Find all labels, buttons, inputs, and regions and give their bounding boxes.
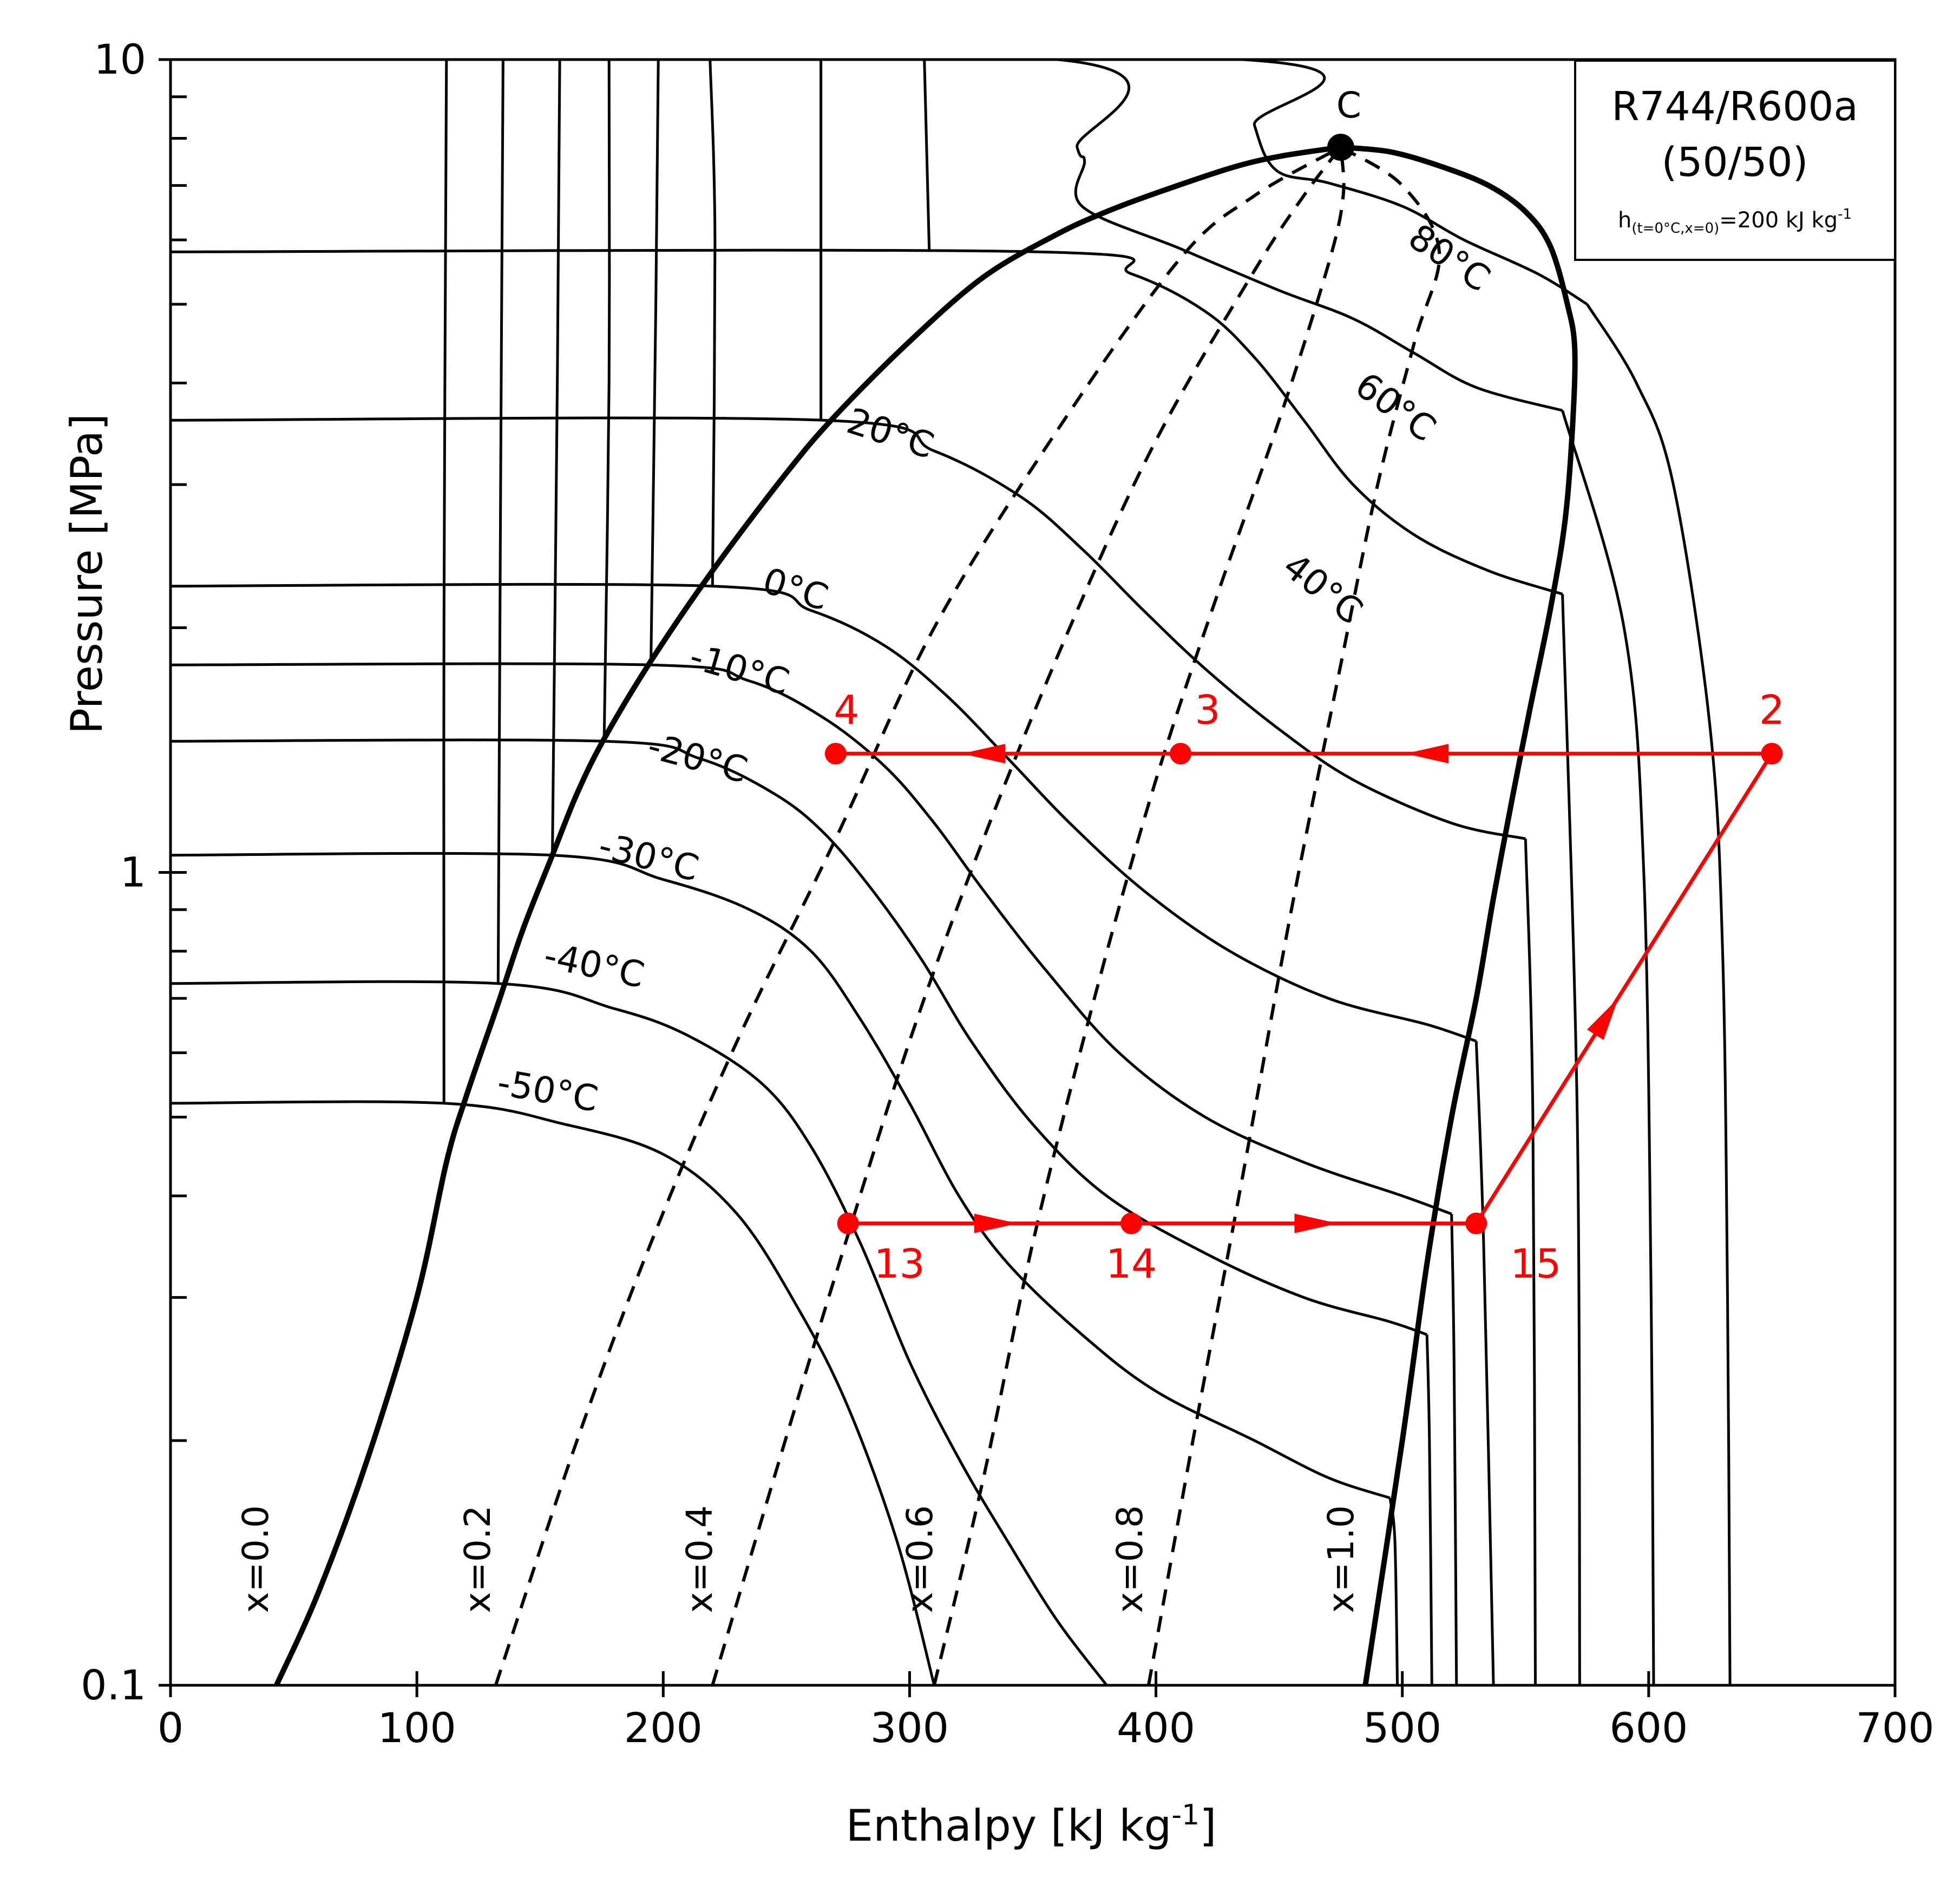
isotherm-label-20: 20°C xyxy=(842,400,939,467)
saturation-dome-group xyxy=(274,145,1578,1685)
bubble-line xyxy=(274,145,1341,1685)
isotherm-line-8 xyxy=(171,60,1563,412)
isotherm-label-minus10: -10°C xyxy=(685,636,794,704)
liquid-isotherm-0 xyxy=(442,60,448,1103)
legend-ref-sub: (t=0°C,x=0) xyxy=(1631,220,1719,237)
isotherm-label-minus20: -20°C xyxy=(644,725,752,791)
legend-ref-mid: =200 kJ kg xyxy=(1719,208,1838,233)
isotherm-line-0 xyxy=(171,1100,936,1685)
x-tick-label-300: 300 xyxy=(870,1704,949,1752)
y-tick-label-1: 1 xyxy=(120,848,146,897)
quality-labels: x=0.0 x=0.2 x=0.4 x=0.6 x=0.8 x=1.0 xyxy=(235,1505,1362,1613)
cycle-state-point-2 xyxy=(1761,743,1783,765)
critical-point-marker xyxy=(1327,134,1354,161)
cycle-compression-arrow xyxy=(1587,998,1618,1040)
legend-box: R744/R600a (50/50) h(t=0°C,x=0)=200 kJ k… xyxy=(1574,60,1896,261)
isotherm-line-6 xyxy=(171,416,1526,840)
cycle-state-label-15: 15 xyxy=(1510,1241,1561,1287)
legend-ref-base: h xyxy=(1618,208,1631,233)
isotherm-group xyxy=(171,60,1732,1685)
cycle-state-label-2: 2 xyxy=(1759,687,1785,734)
isotherm-label-minus30: -30°C xyxy=(594,825,703,889)
x-tick-label-200: 200 xyxy=(624,1704,703,1752)
cycle-state-label-3: 3 xyxy=(1195,687,1221,734)
quality-label-x04: x=0.4 xyxy=(679,1505,720,1613)
cycle-state-label-4: 4 xyxy=(834,687,859,734)
quality-label-x06: x=0.6 xyxy=(899,1505,941,1613)
x-tick-label-700: 700 xyxy=(1856,1704,1934,1752)
cycle-state-point-13 xyxy=(837,1212,859,1234)
x-tick-label-0: 0 xyxy=(158,1704,183,1752)
isotherm-line-5 xyxy=(171,583,1477,1043)
refrigeration-cycle-group: 2 3 4 13 14 15 xyxy=(824,687,1785,1287)
isotherm-label-80: 80°C xyxy=(1401,216,1497,300)
cycle-flow-arrow-1 xyxy=(1405,744,1449,764)
axes-group: 0 100 200 300 400 500 600 700 0.1 1 10 xyxy=(81,35,1934,1752)
critical-point-label: C xyxy=(1336,84,1361,126)
liquid-isotherm-1 xyxy=(496,60,504,984)
isotherm-line-7 xyxy=(171,248,1563,596)
isotherm-label-40: 40°C xyxy=(1275,545,1371,632)
cycle-flow-arrow-3 xyxy=(1294,1213,1338,1233)
cycle-compression-line xyxy=(1474,752,1774,1225)
isotherm-line-1 xyxy=(171,980,1108,1685)
cycle-state-label-14: 14 xyxy=(1106,1241,1157,1287)
liquid-isotherm-3 xyxy=(602,60,611,742)
x-axis-title-end: ] xyxy=(1199,1801,1216,1851)
isotherm-tail-3 xyxy=(1425,1334,1433,1685)
cycle-state-point-15 xyxy=(1465,1212,1487,1234)
isotherm-label-minus40: -40°C xyxy=(540,934,648,996)
isotherm-tail-5 xyxy=(1474,1041,1495,1685)
isotherm-label-60: 60°C xyxy=(1348,364,1444,450)
isotherm-tail-9 xyxy=(1585,303,1732,1685)
cycle-state-label-13: 13 xyxy=(874,1241,925,1287)
legend-reference: h(t=0°C,x=0)=200 kJ kg-1 xyxy=(1618,206,1852,237)
quality-label-x10: x=1.0 xyxy=(1320,1505,1362,1613)
cycle-flow-arrow-2 xyxy=(974,1213,1018,1233)
x-axis-title-text: Enthalpy [kJ kg xyxy=(846,1801,1172,1851)
isotherm-line-9 xyxy=(171,60,1588,306)
legend-ref-sup: -1 xyxy=(1838,206,1852,223)
isotherm-line-2 xyxy=(171,852,1391,1500)
liquid-isotherm-4 xyxy=(650,60,660,665)
y-tick-label-2: 10 xyxy=(94,35,146,83)
quality-line-3 xyxy=(1146,146,1441,1685)
legend-frame xyxy=(1574,60,1896,261)
isotherm-line-3 xyxy=(171,738,1428,1336)
quality-label-x0: x=0.0 xyxy=(235,1505,277,1613)
isotherm-tail-8 xyxy=(1561,410,1655,1685)
x-tick-label-400: 400 xyxy=(1117,1704,1195,1752)
plot-frame xyxy=(169,58,1897,1687)
y-axis-title: Pressure [MPa] xyxy=(62,414,112,734)
quality-label-x02: x=0.2 xyxy=(457,1505,499,1613)
isotherm-tail-7 xyxy=(1561,594,1581,1685)
isotherm-tail-4 xyxy=(1450,1214,1458,1685)
quality-line-1 xyxy=(711,146,1342,1685)
cycle-state-point-3 xyxy=(1170,743,1192,765)
liquid-isotherm-2 xyxy=(551,60,561,855)
isotherm-label-0: 0°C xyxy=(758,560,832,619)
cycle-flow-arrow-0 xyxy=(961,744,1005,764)
quality-label-x08: x=0.8 xyxy=(1109,1505,1151,1613)
cycle-state-point-4 xyxy=(824,743,847,765)
isotherm-line-4 xyxy=(171,662,1452,1215)
dew-line xyxy=(1340,145,1578,1685)
quality-line-2 xyxy=(932,147,1346,1685)
quality-line-0 xyxy=(494,146,1342,1685)
legend-composition: (50/50) xyxy=(1662,139,1808,186)
isotherm-tail-6 xyxy=(1524,839,1537,1685)
x-tick-label-600: 600 xyxy=(1609,1704,1688,1752)
cycle-state-point-14 xyxy=(1120,1212,1143,1234)
y-tick-label-0: 0.1 xyxy=(81,1661,146,1709)
x-axis-title: Enthalpy [kJ kg-1] xyxy=(846,1799,1217,1851)
x-tick-label-500: 500 xyxy=(1363,1704,1441,1752)
liquid-isotherm-5 xyxy=(709,60,717,586)
legend-refrigerant: R744/R600a xyxy=(1611,83,1858,130)
quality-line-group xyxy=(494,146,1441,1685)
x-axis-title-sup: -1 xyxy=(1171,1799,1199,1831)
liquid-isotherm-7 xyxy=(923,60,931,252)
x-tick-label-100: 100 xyxy=(378,1704,456,1752)
